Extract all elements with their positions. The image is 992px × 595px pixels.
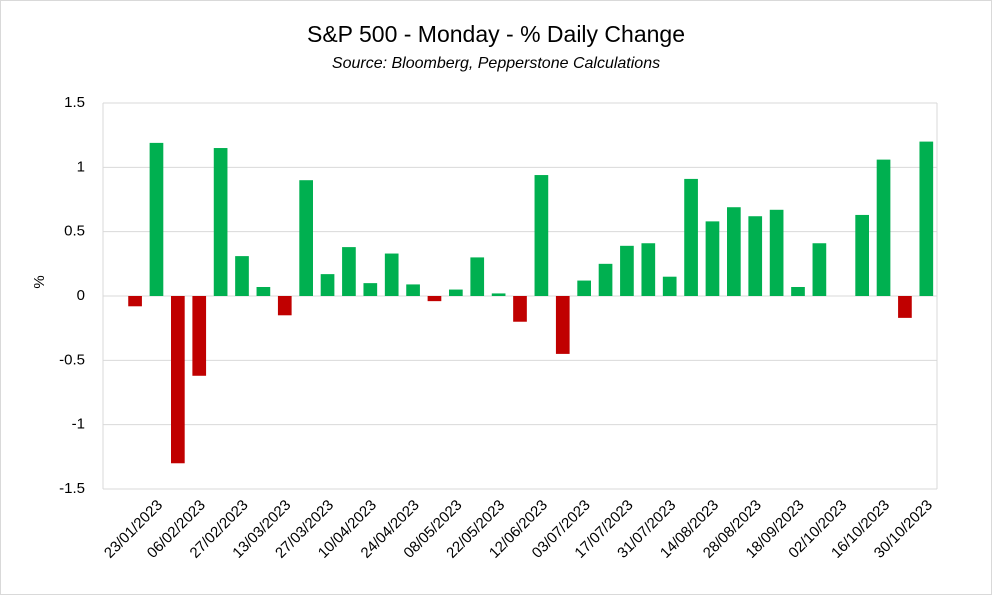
y-tick-label: 1.5 [64, 94, 85, 111]
bar [684, 178, 698, 296]
y-tick-label: 0 [77, 287, 85, 304]
bar [277, 296, 292, 316]
y-tick-label: 1 [77, 158, 85, 175]
bar [363, 283, 378, 296]
bar [812, 243, 827, 296]
bar [705, 221, 720, 296]
bar [641, 243, 656, 296]
bar [555, 296, 570, 354]
bar [192, 296, 207, 376]
bar [598, 263, 613, 296]
bar [534, 175, 549, 296]
bar [855, 214, 869, 296]
bar [727, 207, 741, 296]
bar [342, 247, 356, 296]
bar [213, 148, 228, 296]
bar [427, 296, 442, 302]
y-tick-label: -1 [72, 416, 85, 433]
chart-subtitle: Source: Bloomberg, Pepperstone Calculati… [332, 55, 660, 72]
bar [791, 286, 805, 296]
bar [876, 159, 891, 296]
y-tick-label: 0.5 [64, 223, 85, 240]
bar [620, 245, 634, 296]
y-tick-label: -0.5 [59, 351, 85, 368]
y-tick-label: -1.5 [59, 480, 85, 497]
bar [449, 289, 463, 296]
y-axis-label: % [31, 275, 48, 288]
bar [235, 256, 249, 296]
bar [256, 286, 271, 296]
bar [171, 296, 185, 464]
bar [384, 253, 399, 296]
bar [577, 280, 591, 296]
bar [513, 296, 527, 322]
bar [898, 296, 912, 318]
bar [491, 293, 506, 296]
bar [128, 296, 142, 307]
bar [919, 141, 934, 296]
bar [748, 216, 763, 296]
bar [769, 209, 784, 296]
bar [470, 257, 485, 296]
bar [149, 142, 164, 296]
bar [299, 180, 313, 296]
bar [320, 274, 335, 296]
bar [662, 276, 677, 296]
chart-title: S&P 500 - Monday - % Daily Change [307, 21, 685, 47]
bar [406, 284, 420, 296]
